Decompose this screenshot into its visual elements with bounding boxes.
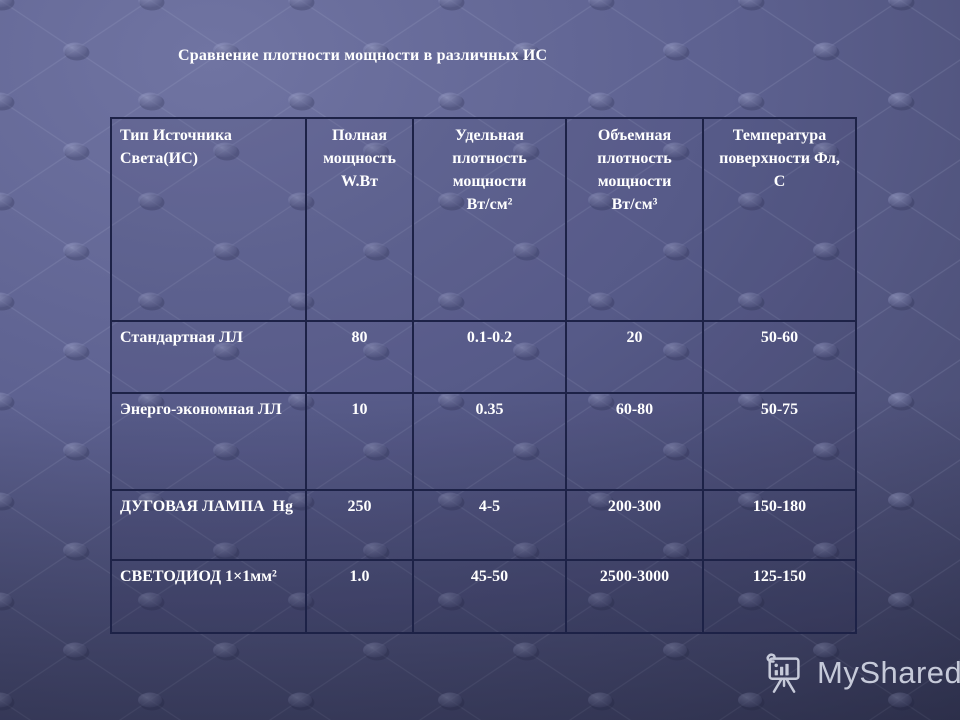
- row-label: Энерго-экономная ЛЛ: [110, 392, 307, 491]
- table-cell: 4-5: [412, 489, 567, 561]
- table-cell: 2500-3000: [565, 559, 704, 634]
- table-cell: 50-75: [702, 392, 857, 491]
- column-header-specific-density: Удельная плотность мощности Вт/см²: [412, 117, 567, 322]
- row-label: ДУГОВАЯ ЛАМПА Hg: [110, 489, 307, 561]
- table-row: СВЕТОДИОД 1×1мм² 1.0 45-50 2500-3000 125…: [110, 559, 857, 634]
- column-header-source-type: Тип Источника Света(ИС): [110, 117, 307, 322]
- table-row: Стандартная ЛЛ 80 0.1-0.2 20 50-60: [110, 320, 857, 394]
- table-cell: 45-50: [412, 559, 567, 634]
- table-header-row: Тип Источника Света(ИС) Полная мощность …: [110, 117, 857, 322]
- table-cell: 10: [305, 392, 414, 491]
- table-cell: 125-150: [702, 559, 857, 634]
- slide-title: Сравнение плотности мощности в различных…: [178, 47, 548, 64]
- table-cell: 0.1-0.2: [412, 320, 567, 394]
- table-row: ДУГОВАЯ ЛАМПА Hg 250 4-5 200-300 150-180: [110, 489, 857, 561]
- column-header-volume-density: Объемная плотность мощности Вт/см³: [565, 117, 704, 322]
- power-density-table: Тип Источника Света(ИС) Полная мощность …: [110, 117, 857, 634]
- table-cell: 60-80: [565, 392, 704, 491]
- table-row: Энерго-экономная ЛЛ 10 0.35 60-80 50-75: [110, 392, 857, 491]
- table-cell: 1.0: [305, 559, 414, 634]
- table-cell: 50-60: [702, 320, 857, 394]
- myshared-watermark-link[interactable]: MyShared: [762, 650, 960, 696]
- table-cell: 200-300: [565, 489, 704, 561]
- myshared-easel-icon: [766, 653, 800, 693]
- table-cell: 250: [305, 489, 414, 561]
- table-cell: 20: [565, 320, 704, 394]
- column-header-full-power: Полная мощность W.Вт: [305, 117, 414, 322]
- column-header-surface-temp: Температура поверхности Фл, С: [702, 117, 857, 322]
- table-cell: 150-180: [702, 489, 857, 561]
- table-cell: 80: [305, 320, 414, 394]
- row-label: Стандартная ЛЛ: [110, 320, 307, 394]
- myshared-logo-text: MyShared: [817, 655, 960, 690]
- row-label: СВЕТОДИОД 1×1мм²: [110, 559, 307, 634]
- table-cell: 0.35: [412, 392, 567, 491]
